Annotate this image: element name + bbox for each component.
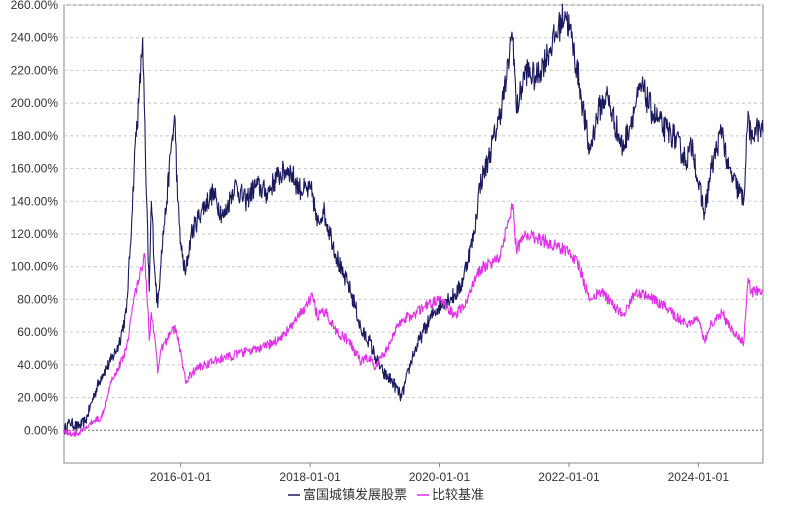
- y-axis-ticks: 0.00% 20.00% 40.00% 60.00% 80.00% 100.00% 120.…: [11, 0, 59, 437]
- legend: 富国城镇发展股票 比较基准: [288, 487, 484, 503]
- grid-lines: [64, 4, 763, 431]
- y-tick-label: 100.00%: [11, 260, 59, 274]
- y-tick-label: 180.00%: [11, 129, 59, 143]
- x-axis-ticks: 2016-01-01 2018-01-01 2020-01-01 2022-01-01…: [150, 463, 729, 484]
- y-tick-label: 220.00%: [11, 63, 59, 77]
- y-tick-label: 80.00%: [17, 292, 58, 306]
- x-tick-label: 2022-01-01: [538, 470, 600, 484]
- y-tick-label: 160.00%: [11, 162, 59, 176]
- series-lines: [63, 3, 764, 437]
- y-tick-label: 240.00%: [11, 31, 59, 45]
- y-tick-label: 40.00%: [17, 358, 58, 372]
- legend-label: 富国城镇发展股票: [303, 487, 407, 503]
- y-tick-label: 60.00%: [17, 325, 58, 339]
- y-tick-label: 20.00%: [17, 391, 58, 405]
- y-tick-label: 200.00%: [11, 96, 59, 110]
- x-tick-label: 2024-01-01: [668, 470, 730, 484]
- y-tick-label: 140.00%: [11, 194, 59, 208]
- series-line-1: [63, 202, 764, 437]
- y-tick-label: 260.00%: [11, 0, 59, 12]
- series-line-0: [63, 3, 764, 435]
- legend-label: 比较基准: [432, 488, 484, 503]
- x-tick-label: 2018-01-01: [279, 470, 341, 484]
- y-tick-label: 0.00%: [24, 423, 58, 437]
- y-tick-label: 120.00%: [11, 227, 59, 241]
- x-tick-label: 2016-01-01: [150, 470, 212, 484]
- x-tick-label: 2020-01-01: [409, 470, 471, 484]
